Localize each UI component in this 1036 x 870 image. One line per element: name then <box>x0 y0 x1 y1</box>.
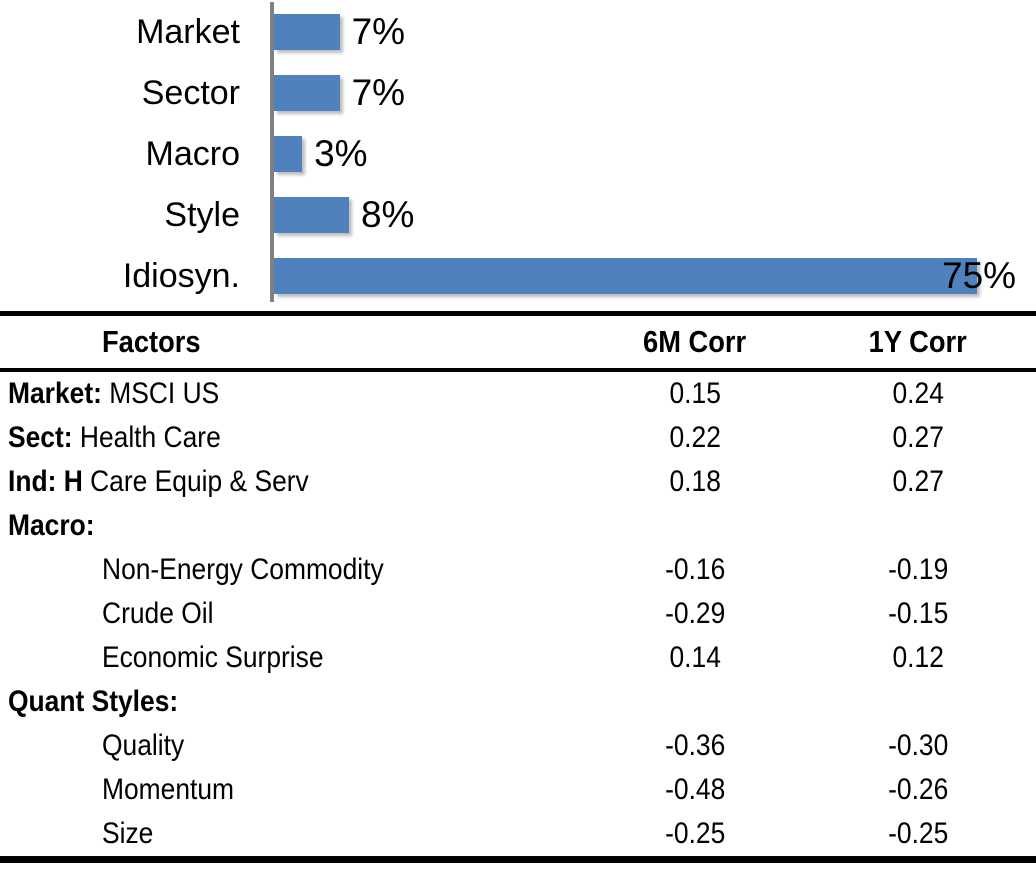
corr-1y-value: -0.25 <box>887 817 949 850</box>
row-label: Non-Energy Commodity <box>102 553 384 586</box>
table-row: Quant Styles: <box>0 680 1036 724</box>
bar-value-label: 75% <box>942 255 1017 296</box>
row-label: Quant Styles: <box>8 685 179 718</box>
bar <box>274 257 977 294</box>
row-label: Momentum <box>102 773 235 806</box>
corr-6m-value <box>555 509 835 543</box>
corr-6m-value: -0.48 <box>664 773 726 806</box>
category-label: Idiosyn. <box>122 256 240 295</box>
row-label: Macro: <box>8 509 95 542</box>
table-row: Market: MSCI US 0.15 0.24 <box>0 372 1036 416</box>
table-row: Non-Energy Commodity -0.16 -0.19 <box>0 548 1036 592</box>
corr-6m-value: -0.36 <box>664 729 726 762</box>
header-6m-corr: 6M Corr <box>643 324 747 359</box>
corr-1y-value: -0.26 <box>887 773 949 806</box>
bar-row: Market 7% <box>0 1 1036 62</box>
corr-1y-value: 0.27 <box>892 465 944 498</box>
row-label: Economic Surprise <box>102 641 324 674</box>
bar <box>274 135 303 172</box>
corr-6m-value: -0.25 <box>664 817 726 850</box>
correlation-table: Factors 6M Corr 1Y Corr Market: MSCI US 0… <box>0 311 1036 863</box>
header-factors: Factors <box>102 324 201 359</box>
row-label: Size <box>102 817 154 850</box>
bar <box>274 13 340 50</box>
table-row: Quality -0.36 -0.30 <box>0 724 1036 768</box>
corr-1y-value: 0.24 <box>892 377 944 410</box>
table-row: Momentum -0.48 -0.26 <box>0 768 1036 812</box>
bar-value-label: 7% <box>351 11 406 52</box>
row-label: Ind: H Care Equip & Serv <box>8 465 309 498</box>
category-label: Sector <box>141 73 240 112</box>
bar-row: Idiosyn. 75% <box>0 245 1036 306</box>
table-row: Ind: H Care Equip & Serv 0.18 0.27 <box>0 460 1036 504</box>
table-row: Size -0.25 -0.25 <box>0 812 1036 856</box>
bar-row: Sector 7% <box>0 62 1036 123</box>
row-label: Quality <box>102 729 185 762</box>
bar-value-label: 7% <box>351 72 406 113</box>
row-label: Crude Oil <box>102 597 214 630</box>
bar-value-label: 3% <box>314 133 368 174</box>
corr-6m-value: 0.15 <box>669 377 721 410</box>
corr-6m-value: 0.18 <box>669 465 721 498</box>
bar-row: Style 8% <box>0 184 1036 245</box>
table-row: Sect: Health Care 0.22 0.27 <box>0 416 1036 460</box>
corr-1y-value <box>835 685 1001 719</box>
table-row: Macro: <box>0 504 1036 548</box>
bar-value-label: 8% <box>360 194 415 235</box>
corr-6m-value: 0.14 <box>669 641 721 674</box>
header-1y-corr: 1Y Corr <box>868 324 968 359</box>
corr-1y-value <box>835 509 1001 543</box>
y-axis-line <box>270 2 274 302</box>
bar <box>274 196 349 233</box>
corr-1y-value: -0.30 <box>887 729 949 762</box>
corr-1y-value: 0.27 <box>892 421 944 454</box>
category-label: Macro <box>145 134 240 173</box>
corr-1y-value: 0.12 <box>892 641 944 674</box>
bar-row: Macro 3% <box>0 123 1036 184</box>
table-row: Crude Oil -0.29 -0.15 <box>0 592 1036 636</box>
table-body: Market: MSCI US 0.15 0.24 Sect: Health Care… <box>0 372 1036 856</box>
table-row: Economic Surprise 0.14 0.12 <box>0 636 1036 680</box>
corr-6m-value <box>555 685 835 719</box>
corr-1y-value: -0.19 <box>887 553 949 586</box>
row-label: Sect: Health Care <box>8 421 221 454</box>
category-label: Style <box>164 195 240 234</box>
table-header-row: Factors 6M Corr 1Y Corr <box>0 316 1036 372</box>
corr-6m-value: 0.22 <box>669 421 721 454</box>
category-label: Market <box>136 12 240 51</box>
corr-6m-value: -0.29 <box>664 597 726 630</box>
bar <box>274 74 340 111</box>
row-label: Market: MSCI US <box>8 377 220 410</box>
corr-6m-value: -0.16 <box>664 553 726 586</box>
bar-chart: Market 7% Sector 7% Macro 3% Style 8% Idiosyn. 75… <box>0 0 1036 311</box>
corr-1y-value: -0.15 <box>887 597 949 630</box>
